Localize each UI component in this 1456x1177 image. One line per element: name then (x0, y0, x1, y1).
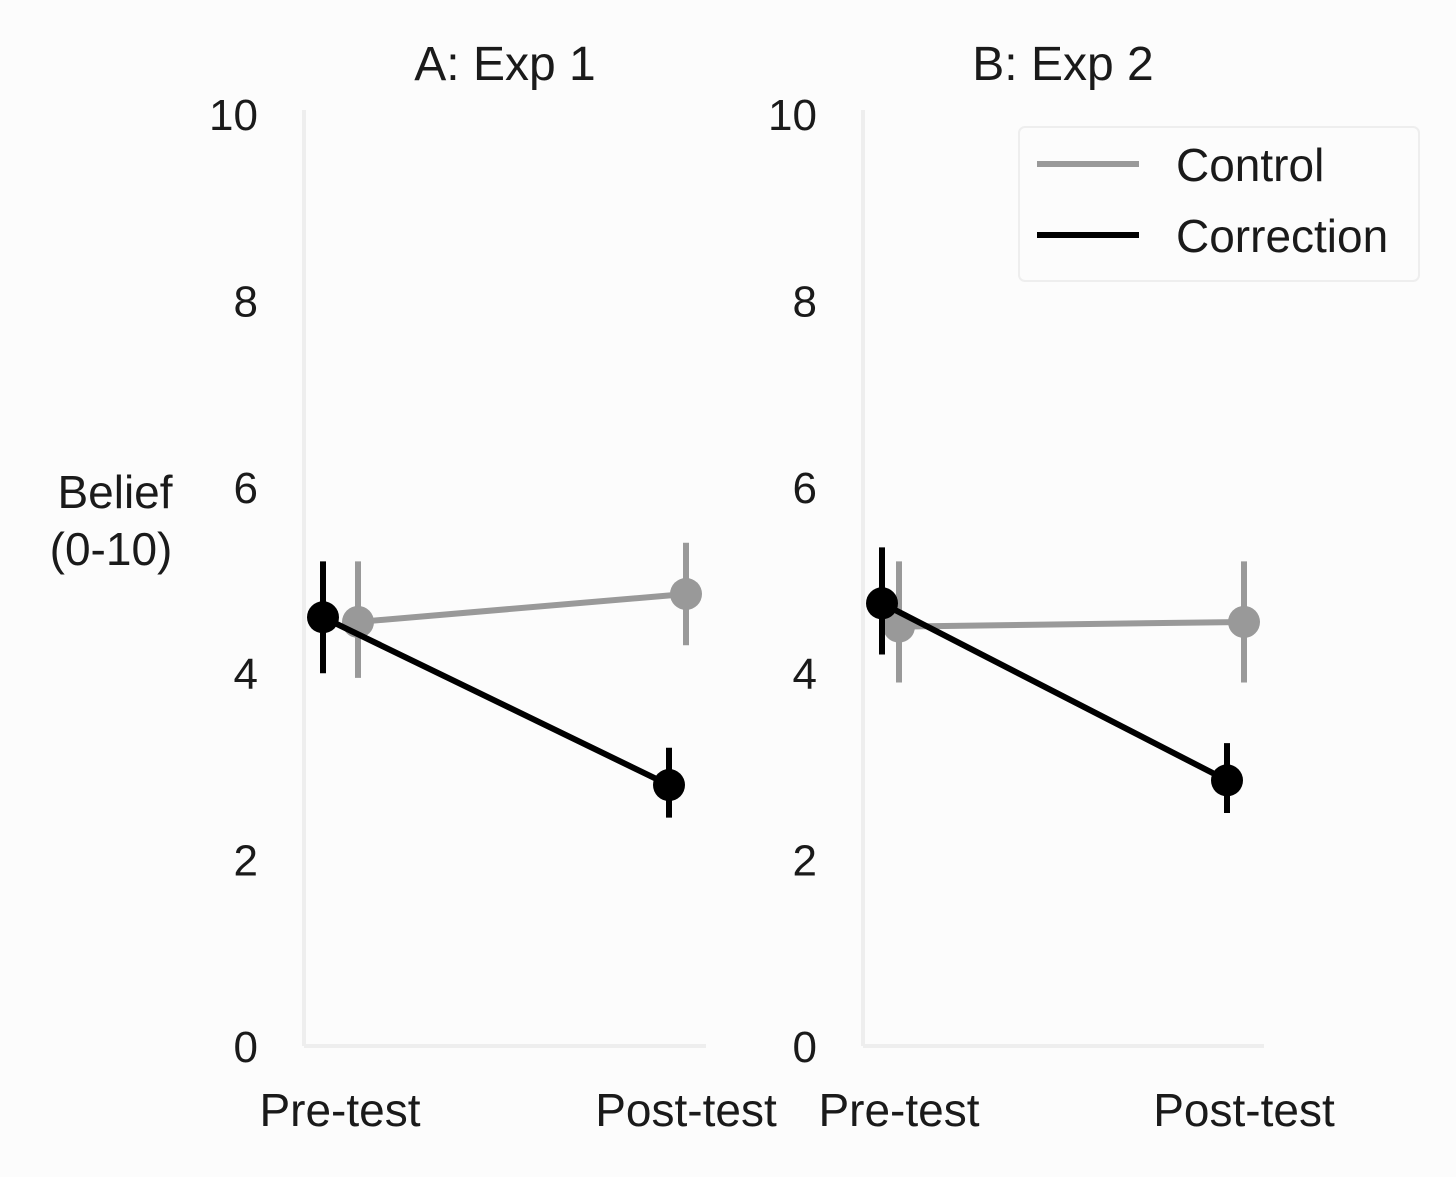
panel-b-title: B: Exp 2 (972, 38, 1153, 91)
y-axis-label-line-2: (0-10) (50, 523, 173, 575)
panel-b-exp2: B: Exp 2 0 2 4 6 8 10 Pre-test Post-test (768, 38, 1335, 1136)
panel-a-y-tick-label-6: 6 (234, 464, 258, 513)
panel-a-correction-line (321, 614, 671, 788)
panel-a-x-tick-label-pre-test: Pre-test (259, 1084, 420, 1136)
panel-b-y-tick-label-6: 6 (793, 464, 817, 513)
panel-b-y-tick-label-10: 10 (768, 91, 817, 140)
panel-a-y-tick-label-4: 4 (234, 650, 258, 699)
panel-b-y-tick-label-0: 0 (793, 1023, 817, 1072)
panel-b-y-tick-label-2: 2 (793, 837, 817, 886)
panel-a-y-tick-label-2: 2 (234, 837, 258, 886)
panel-a-exp1: A: Exp 1 0 2 4 6 8 10 Pre-test Post-test (209, 38, 777, 1136)
panel-b-correction-line (880, 600, 1229, 784)
panel-b-x-tick-label-pre-test: Pre-test (818, 1084, 979, 1136)
y-axis-label-line-1: Belief (57, 466, 172, 518)
panel-a-title: A: Exp 1 (414, 38, 595, 91)
panel-a-y-tick-label-10: 10 (209, 91, 258, 140)
panel-b-control-line (898, 618, 1245, 630)
panel-b-correction-point-post-test (1211, 764, 1243, 797)
panel-a-y-tick-label-8: 8 (234, 277, 258, 326)
panel-b-y-tick-label-4: 4 (793, 650, 817, 699)
y-axis-label: Belief (0-10) (50, 466, 173, 575)
legend: Control Correction (1018, 126, 1420, 282)
panel-b-y-tick-label-8: 8 (793, 277, 817, 326)
legend-control-label: Control (1176, 139, 1324, 191)
panel-a-control-point-post-test (670, 577, 702, 610)
legend-correction-label: Correction (1176, 210, 1388, 262)
panel-a-control-line (357, 590, 687, 625)
panel-a-correction-point-post-test (653, 769, 685, 802)
panel-a-correction-point-pre-test (307, 601, 339, 634)
panel-a-y-tick-label-0: 0 (234, 1023, 258, 1072)
panel-a-x-tick-label-post-test: Post-test (595, 1084, 777, 1136)
panel-b-x-tick-label-post-test: Post-test (1153, 1084, 1335, 1136)
panel-b-correction-point-pre-test (866, 587, 898, 620)
panel-b-control-point-post-test (1228, 605, 1260, 638)
